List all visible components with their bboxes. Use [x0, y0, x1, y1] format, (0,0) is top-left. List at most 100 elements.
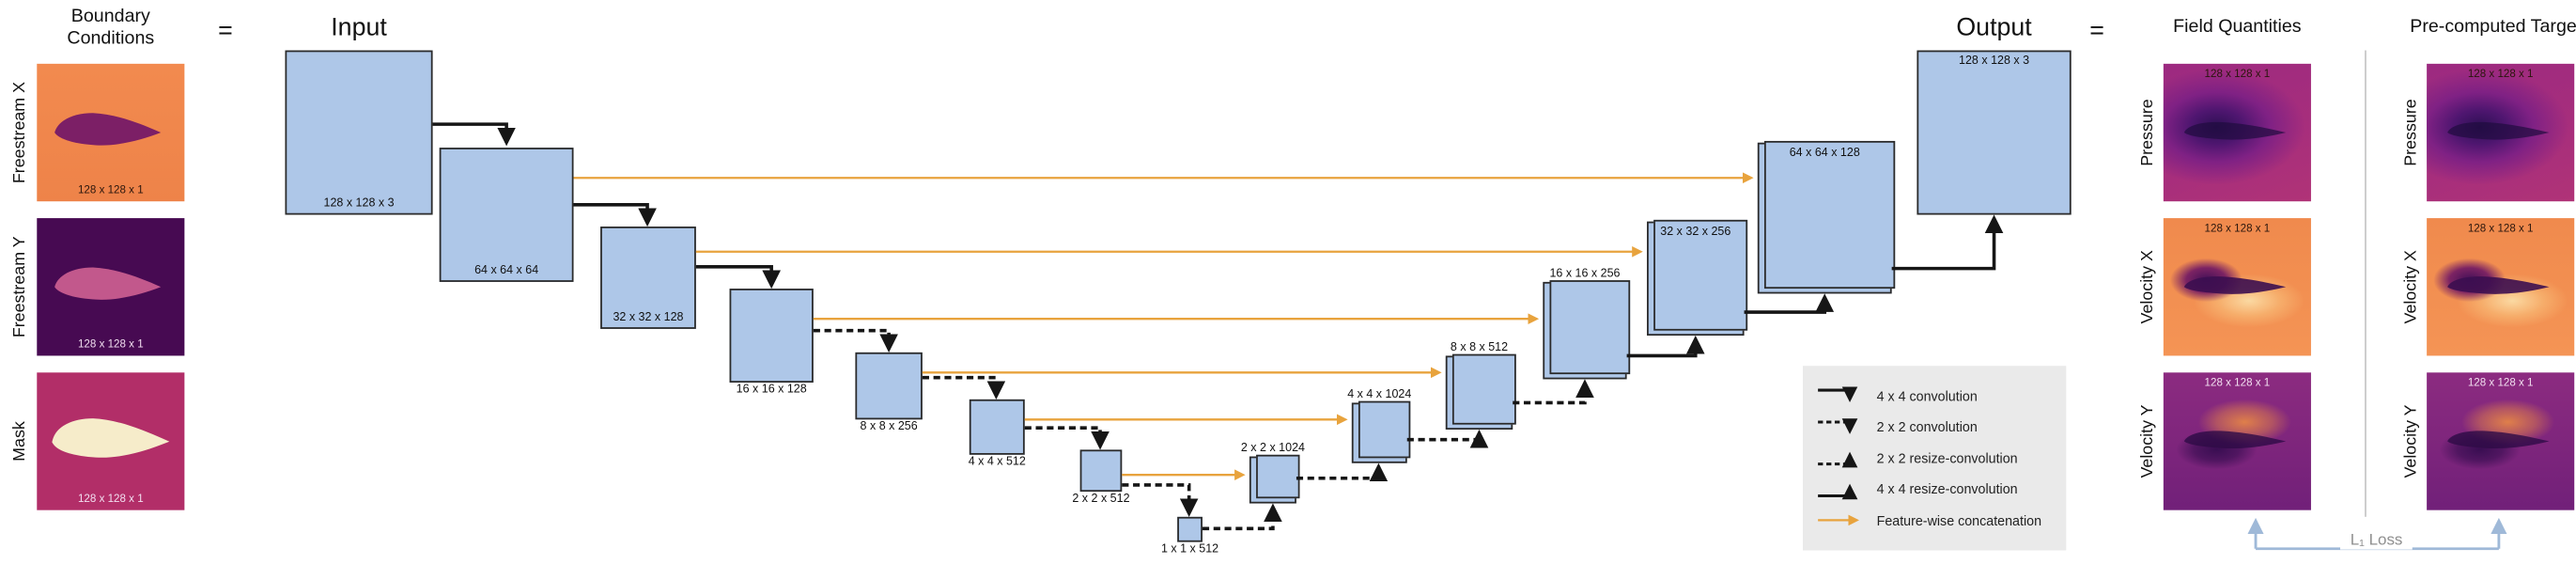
row-label-freestream-x: Freestream X [10, 81, 30, 184]
input-title: Input [331, 13, 387, 42]
encoder-block-16: 16 x 16 x 128 [729, 289, 814, 396]
encoder-block-64: 64 x 64 x 64 [439, 148, 574, 282]
airfoil-shape-icon [52, 418, 170, 458]
airfoil-shape-icon [54, 113, 162, 146]
block-size-label: 4 x 4 x 512 [968, 456, 1026, 469]
row-label-velocity-x-target: Velocity X [2402, 250, 2421, 324]
resize-arrow-d5-output [1891, 214, 2004, 271]
decoder-block-16: 16 x 16 x 256 [1543, 269, 1630, 380]
solid-elbow-up-arrow-icon [1818, 482, 1858, 499]
boundary-image-mask: 128 x 128 x 1 [37, 372, 185, 510]
conv-arrow-e4-e5 [922, 375, 1006, 400]
output-title: Output [1956, 13, 2032, 42]
decoder-block-2: 2 x 2 x 1024 [1241, 443, 1305, 504]
target-image-pressure: 128 x 128 x 1 [2427, 63, 2575, 202]
block-size-label: 128 x 128 x 3 [323, 197, 395, 211]
decoder-block-32: 32 x 32 x 256 [1647, 218, 1747, 337]
encoder-block-2: 2 x 2 x 512 [1072, 449, 1130, 505]
airfoil-shape-icon [2183, 431, 2287, 449]
block-size-label: 64 x 64 x 128 [1789, 148, 1860, 160]
encoder-block-128: 128 x 128 x 3 [285, 50, 433, 215]
image-size-label: 128 x 128 x 1 [2204, 69, 2271, 81]
field-image-velocity-y: 128 x 128 x 1 [2163, 372, 2311, 510]
resize-arrow-d0-d1 [1296, 462, 1389, 482]
target-image-velocity-x: 128 x 128 x 1 [2427, 218, 2575, 356]
row-label-pressure-target: Pressure [2402, 99, 2421, 166]
boundary-conditions-title: Boundary Conditions [67, 7, 155, 49]
conv-arrow-e2-e3 [695, 265, 781, 290]
conv-arrow-e3-e4 [813, 328, 898, 352]
image-size-label: 128 x 128 x 1 [77, 338, 144, 352]
legend-item-4x4-conv: 4 x 4 convolution [1816, 384, 2053, 408]
conv-arrow-e0-e1 [432, 122, 516, 147]
resize-arrow-d3-d4 [1626, 335, 1705, 358]
image-size-label: 128 x 128 x 1 [77, 493, 144, 506]
block-size-label: 8 x 8 x 512 [1450, 342, 1509, 354]
legend-item-concatenation: Feature-wise concatenation [1816, 509, 2053, 532]
conv-arrow-e1-e2 [573, 203, 657, 227]
dashed-elbow-down-arrow-icon [1818, 417, 1858, 434]
bottleneck-block-1: 1 x 1 x 512 [1161, 516, 1218, 556]
airfoil-shape-icon [2183, 121, 2287, 140]
resize-arrow-e7-d0 [1202, 503, 1282, 531]
legend-label: Feature-wise concatenation [1876, 512, 2042, 528]
block-size-label: 2 x 2 x 1024 [1240, 443, 1305, 455]
image-size-label: 128 x 128 x 1 [2467, 223, 2534, 235]
resize-arrow-d4-d5 [1744, 293, 1835, 314]
image-size-label: 128 x 128 x 1 [2467, 377, 2534, 390]
equals-sign-right: = [2089, 16, 2104, 46]
legend-label: 4 x 4 convolution [1876, 388, 1978, 404]
column-divider [2365, 50, 2367, 517]
equals-sign-left: = [218, 16, 233, 46]
dashed-elbow-up-arrow-icon [1818, 451, 1858, 468]
airfoil-shape-icon [2447, 121, 2550, 140]
target-image-velocity-y: 128 x 128 x 1 [2427, 372, 2575, 510]
row-label-pressure: Pressure [2138, 99, 2158, 166]
block-size-label: 1 x 1 x 512 [1160, 543, 1219, 556]
image-size-label: 128 x 128 x 1 [2204, 377, 2271, 390]
row-label-velocity-x: Velocity X [2138, 250, 2158, 324]
legend-label: 2 x 2 resize-convolution [1876, 450, 2018, 466]
block-size-label: 128 x 128 x 3 [1959, 55, 2030, 68]
legend-label: 2 x 2 convolution [1876, 419, 1978, 435]
image-size-label: 128 x 128 x 1 [2204, 223, 2271, 235]
solid-elbow-down-arrow-icon [1818, 386, 1858, 402]
l1-loss-label: L₁ Loss [2340, 531, 2413, 550]
resize-arrow-d2-d3 [1513, 379, 1594, 405]
row-label-freestream-y: Freestream Y [10, 236, 30, 338]
row-label-mask: Mask [10, 421, 30, 462]
encoder-block-32: 32 x 32 x 128 [600, 226, 696, 329]
block-size-label: 16 x 16 x 128 [736, 384, 807, 397]
legend-item-2x2-conv: 2 x 2 convolution [1816, 415, 2053, 439]
decoder-block-64: 64 x 64 x 128 [1757, 140, 1895, 294]
field-image-pressure: 128 x 128 x 1 [2163, 63, 2311, 202]
block-size-label: 8 x 8 x 256 [860, 421, 918, 433]
output-block-128: 128 x 128 x 3 [1916, 50, 2072, 215]
block-size-label: 16 x 16 x 256 [1549, 268, 1621, 281]
resize-arrow-d1-d2 [1406, 429, 1489, 448]
block-size-label: 4 x 4 x 1024 [1347, 389, 1412, 401]
legend-label: 4 x 4 resize-convolution [1876, 481, 2018, 497]
airfoil-shape-icon [2447, 276, 2550, 294]
image-size-label: 128 x 128 x 1 [2467, 69, 2534, 81]
airfoil-shape-icon [2447, 431, 2550, 449]
field-quantities-title: Field Quantities [2173, 16, 2302, 38]
boundary-image-freestream-x: 128 x 128 x 1 [37, 63, 185, 202]
legend-box: 4 x 4 convolution 2 x 2 convolution 2 x … [1803, 366, 2067, 551]
conv-arrow-e6-e7 [1122, 483, 1199, 517]
row-label-velocity-y-target: Velocity Y [2402, 404, 2421, 478]
boundary-image-freestream-y: 128 x 128 x 1 [37, 218, 185, 356]
image-size-label: 128 x 128 x 1 [77, 184, 144, 196]
orange-arrow-icon [1818, 514, 1860, 526]
airfoil-shape-icon [54, 267, 162, 300]
legend-item-2x2-resize-conv: 2 x 2 resize-convolution [1816, 446, 2053, 470]
block-size-label: 32 x 32 x 128 [613, 312, 684, 324]
block-size-label: 64 x 64 x 64 [474, 265, 539, 277]
conv-arrow-e5-e6 [1024, 426, 1110, 450]
decoder-block-4: 4 x 4 x 1024 [1347, 389, 1411, 463]
block-size-label: 32 x 32 x 256 [1660, 226, 1731, 239]
decoder-block-8: 8 x 8 x 512 [1445, 342, 1515, 430]
encoder-block-4: 4 x 4 x 512 [969, 399, 1026, 468]
row-label-velocity-y: Velocity Y [2138, 404, 2158, 478]
